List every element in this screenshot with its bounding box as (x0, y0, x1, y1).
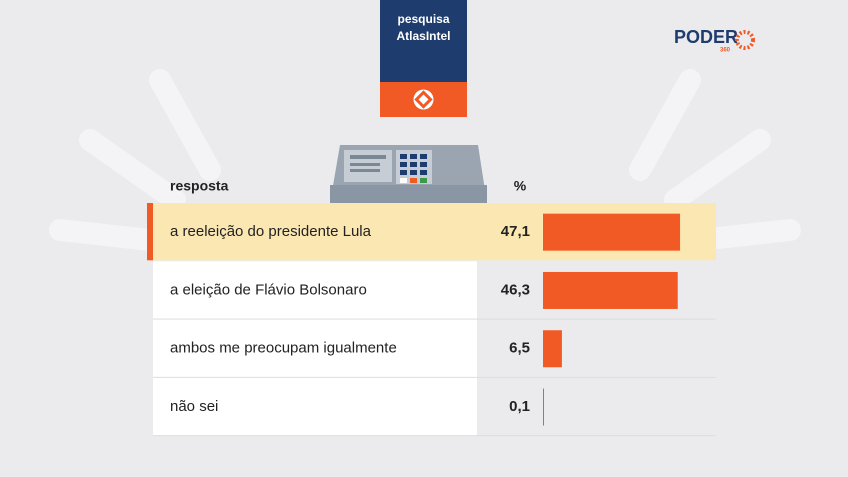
badge-text: AtlasIntel (396, 29, 450, 43)
value-label: 46,3 (501, 281, 530, 298)
bar (543, 388, 544, 426)
row-background (153, 377, 477, 436)
value-label: 6,5 (509, 340, 530, 357)
value-header: % (514, 178, 527, 194)
category-label: a reeleição do presidente Lula (170, 223, 372, 240)
category-label: não sei (170, 398, 218, 415)
badge-box (380, 0, 467, 82)
value-label: 47,1 (501, 223, 530, 240)
category-label: ambos me preocupam igualmente (170, 340, 397, 357)
row-background (153, 319, 477, 377)
bar (543, 213, 681, 251)
row-marker (147, 203, 153, 261)
value-label: 0,1 (509, 398, 530, 415)
brand-logo (735, 30, 755, 50)
category-header: resposta (170, 178, 229, 194)
voting-machine (330, 145, 487, 203)
row-background (153, 261, 477, 319)
category-label: a eleição de Flávio Bolsonaro (170, 281, 367, 298)
badge-text: pesquisa (397, 12, 449, 26)
brand-sub: 360 (720, 48, 731, 54)
brand: PODER (674, 27, 738, 47)
bar (543, 330, 562, 368)
bar (543, 271, 678, 309)
